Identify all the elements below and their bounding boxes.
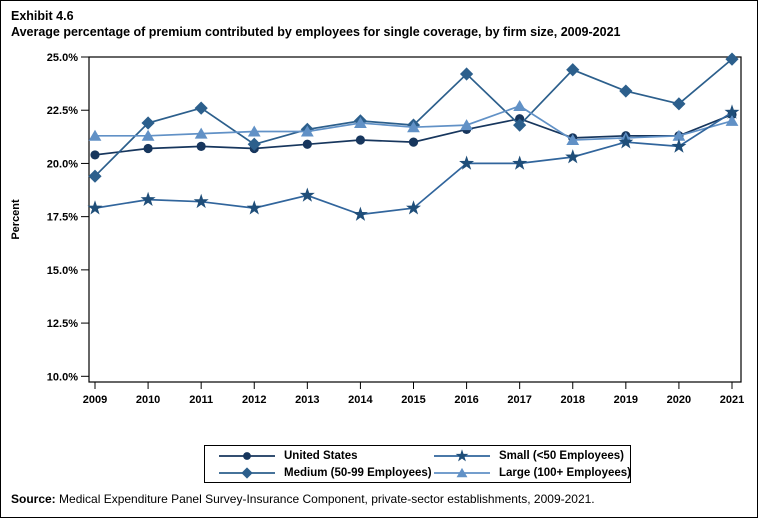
svg-text:2016: 2016 xyxy=(454,394,478,406)
legend-item-label: Large (100+ Employees) xyxy=(499,466,631,479)
legend-item: Large (100+ Employees) xyxy=(432,464,631,481)
legend-item: United States xyxy=(217,447,432,464)
svg-text:2013: 2013 xyxy=(295,394,319,406)
svg-text:22.5%: 22.5% xyxy=(47,105,78,117)
svg-text:2020: 2020 xyxy=(667,394,691,406)
line-chart: 25.0% 22.5% 20.0% 17.5% 15.0% 12.5% 10.0% 2009 2… xyxy=(10,52,744,406)
svg-text:2014: 2014 xyxy=(348,394,373,406)
svg-text:2021: 2021 xyxy=(720,394,744,406)
svg-text:2019: 2019 xyxy=(614,394,638,406)
svg-text:10.0%: 10.0% xyxy=(47,371,78,383)
svg-text:2018: 2018 xyxy=(561,394,585,406)
svg-text:Percent: Percent xyxy=(10,199,22,240)
circle-marker-icon xyxy=(219,451,275,460)
title-block: Exhibit 4.6 Average percentage of premiu… xyxy=(11,8,751,40)
svg-text:2011: 2011 xyxy=(189,394,213,406)
svg-text:2015: 2015 xyxy=(401,394,425,406)
svg-text:12.5%: 12.5% xyxy=(47,318,78,330)
exhibit-number: Exhibit 4.6 xyxy=(11,9,74,23)
svg-text:2012: 2012 xyxy=(242,394,266,406)
triangle-marker-icon xyxy=(434,467,490,477)
svg-text:20.0%: 20.0% xyxy=(47,158,78,170)
svg-text:2017: 2017 xyxy=(507,394,531,406)
diamond-marker-icon xyxy=(219,466,275,479)
svg-text:2010: 2010 xyxy=(136,394,160,406)
source-label: Source: xyxy=(11,492,56,506)
legend-item: Small (<50 Employees) xyxy=(432,447,631,464)
star-marker-icon xyxy=(434,448,490,461)
legend-item-label: United States xyxy=(284,449,358,462)
chart-title: Average percentage of premium contribute… xyxy=(11,25,621,39)
svg-text:25.0%: 25.0% xyxy=(47,52,78,64)
svg-text:17.5%: 17.5% xyxy=(47,212,78,224)
legend-item-label: Small (<50 Employees) xyxy=(499,449,624,462)
source-text: Medical Expenditure Panel Survey-Insuran… xyxy=(55,492,595,506)
svg-text:15.0%: 15.0% xyxy=(47,265,78,277)
legend-item-label: Medium (50-99 Employees) xyxy=(284,466,432,479)
svg-text:2009: 2009 xyxy=(83,394,107,406)
source-note: Source: Medical Expenditure Panel Survey… xyxy=(11,492,595,506)
legend-item: Medium (50-99 Employees) xyxy=(217,464,432,481)
legend: United States Small (<50 Employees) Medi… xyxy=(204,445,631,483)
